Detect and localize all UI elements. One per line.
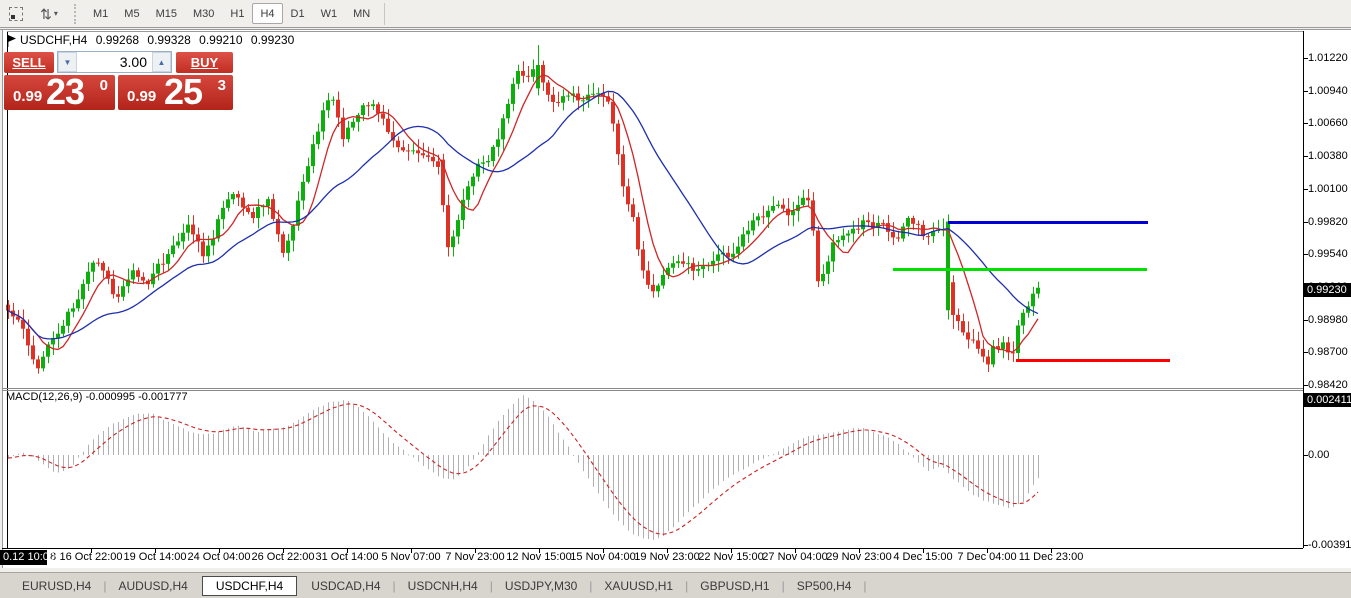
chart-tab-USDJPY-M30[interactable]: USDJPY,M30: [504, 578, 578, 593]
buy-button[interactable]: BUY: [176, 52, 233, 73]
tab-separator: |: [863, 578, 867, 593]
toolbar-separator: [384, 2, 386, 25]
open-value: 0.99268: [95, 33, 140, 47]
timeframe-button-D1[interactable]: D1: [290, 7, 305, 20]
price-axis-label: 1.00940: [1308, 85, 1348, 97]
price-axis-label: 1.01220: [1308, 52, 1348, 64]
buy-price-pipette: 3: [217, 77, 226, 94]
time-axis-label: 19 Nov 23:00: [634, 551, 700, 563]
price-axis-label: 1.00100: [1308, 183, 1348, 195]
sell-price-big-digits: 23: [46, 71, 85, 112]
timeframe-button-W1[interactable]: W1: [320, 7, 338, 20]
volume-spinner: ▼ ▲: [57, 51, 172, 73]
buy-price-prefix: 0.99: [127, 88, 157, 105]
tab-separator: |: [392, 578, 396, 593]
toolbar-grip: [74, 3, 81, 24]
sell-price-pipette: 0: [99, 77, 108, 94]
volume-increase-button[interactable]: ▲: [152, 52, 171, 72]
low-value: 0.99210: [199, 33, 243, 47]
macd-axis-label: -0.003913: [1308, 539, 1351, 551]
cycle-arrows-icon: ⇅: [40, 5, 52, 22]
timeframe-button-H1[interactable]: H1: [230, 7, 245, 20]
time-axis-partial-label: 8: [50, 551, 57, 563]
chart-tab-USDCHF-H4[interactable]: USDCHF,H4: [201, 575, 298, 596]
chart-ohlc-header: USDCHF,H4 0.99268 0.99328 0.99210 0.9923…: [20, 33, 299, 47]
time-axis-label: 29 Nov 23:00: [826, 551, 892, 563]
volume-input[interactable]: [77, 52, 152, 72]
macd-indicator-label: MACD(12,26,9) -0.000995 -0.001777: [6, 391, 188, 403]
macd-value-box: 0.002411: [1304, 393, 1351, 407]
price-axis-label: 0.98980: [1308, 314, 1348, 326]
chart-tab-EURUSD-H4[interactable]: EURUSD,H4: [22, 578, 92, 593]
chart-tab-SP500-H4[interactable]: SP500,H4: [796, 578, 852, 593]
chart-tab-GBPUSD-H1[interactable]: GBPUSD,H1: [700, 578, 770, 593]
volume-decrease-button[interactable]: ▼: [58, 52, 77, 72]
timeframe-button-MN[interactable]: MN: [353, 7, 371, 20]
tab-separator: |: [103, 578, 107, 593]
current-price-box: 0.99230: [1304, 283, 1351, 297]
time-axis-label: 19 Oct 14:00: [123, 551, 187, 563]
close-value: 0.99230: [250, 33, 295, 47]
time-axis-label: 31 Oct 14:00: [315, 551, 379, 563]
sell-price-prefix: 0.99: [13, 88, 43, 105]
price-axis-label: 0.98420: [1308, 379, 1348, 391]
time-axis-label: 27 Nov 04:00: [762, 551, 828, 563]
price-axis-label: 0.99820: [1308, 216, 1348, 228]
chart-tab-bar: EURUSD,H4 | AUDUSD,H4 USDCHF,H4 USDCAD,H4 | US…: [0, 572, 1351, 598]
sell-button[interactable]: SELL: [4, 52, 54, 73]
chart-tab-AUDUSD-H4[interactable]: AUDUSD,H4: [118, 578, 188, 593]
time-axis-label: 7 Nov 23:00: [445, 551, 505, 563]
symbol-period-label: USDCHF,H4: [20, 33, 88, 47]
timeframe-button-M5[interactable]: M5: [124, 7, 140, 20]
time-axis-label: 24 Oct 04:00: [187, 551, 251, 563]
chart-tab-XAUUSD-H1[interactable]: XAUUSD,H1: [604, 578, 674, 593]
selection-tool-icon[interactable]: [3, 3, 29, 25]
timeframe-button-M1[interactable]: M1: [93, 7, 109, 20]
time-axis-label: 5 Nov 07:00: [381, 551, 441, 563]
time-axis-label: 15 Nov 04:00: [570, 551, 636, 563]
sell-price-panel[interactable]: 0.99 23 0: [4, 71, 115, 112]
time-axis-label: 22 Nov 15:00: [698, 551, 764, 563]
one-click-trading-toggle-icon[interactable]: [6, 34, 17, 48]
chart-tab-USDCNH-H4[interactable]: USDCNH,H4: [407, 578, 478, 593]
time-axis-label: 26 Oct 22:00: [251, 551, 315, 563]
price-axis-label: 0.98700: [1308, 346, 1348, 358]
time-axis-label: 7 Dec 04:00: [957, 551, 1017, 563]
timeframe-button-M30[interactable]: M30: [192, 7, 215, 20]
cycle-arrows-dropdown-icon[interactable]: ⇅ ▾: [32, 3, 66, 25]
price-axis-label: 1.00660: [1308, 117, 1348, 129]
price-axis-label: 0.99540: [1308, 248, 1348, 260]
top-toolbar: ⇅ ▾ M1 M5 M15 M30 H1 H4 D1 W1 MN: [0, 0, 1351, 28]
buy-price-panel[interactable]: 0.99 25 3: [118, 71, 233, 112]
chart-tab-USDCAD-H4[interactable]: USDCAD,H4: [311, 578, 381, 593]
time-axis-label: 16 Oct 22:00: [59, 551, 123, 563]
buy-price-big-digits: 25: [164, 71, 203, 112]
tab-separator: |: [489, 578, 493, 593]
time-axis-label: 4 Dec 15:00: [893, 551, 953, 563]
macd-axis-label: 0.00: [1308, 449, 1330, 461]
time-axis-label: 11 Dec 23:00: [1018, 551, 1084, 563]
price-axis-label: 1.00380: [1308, 150, 1348, 162]
time-axis-label: 12 Nov 15:00: [506, 551, 572, 563]
timeframe-button-M15[interactable]: M15: [155, 7, 177, 20]
tab-separator: |: [781, 578, 785, 593]
timeframe-button-H4[interactable]: H4: [252, 3, 283, 24]
chevron-down-icon: ▾: [53, 9, 58, 18]
high-value: 0.99328: [147, 33, 191, 47]
tab-separator: |: [589, 578, 593, 593]
tab-separator: |: [685, 578, 689, 593]
crosshair-time-box: 0.12 10:00: [0, 550, 55, 565]
